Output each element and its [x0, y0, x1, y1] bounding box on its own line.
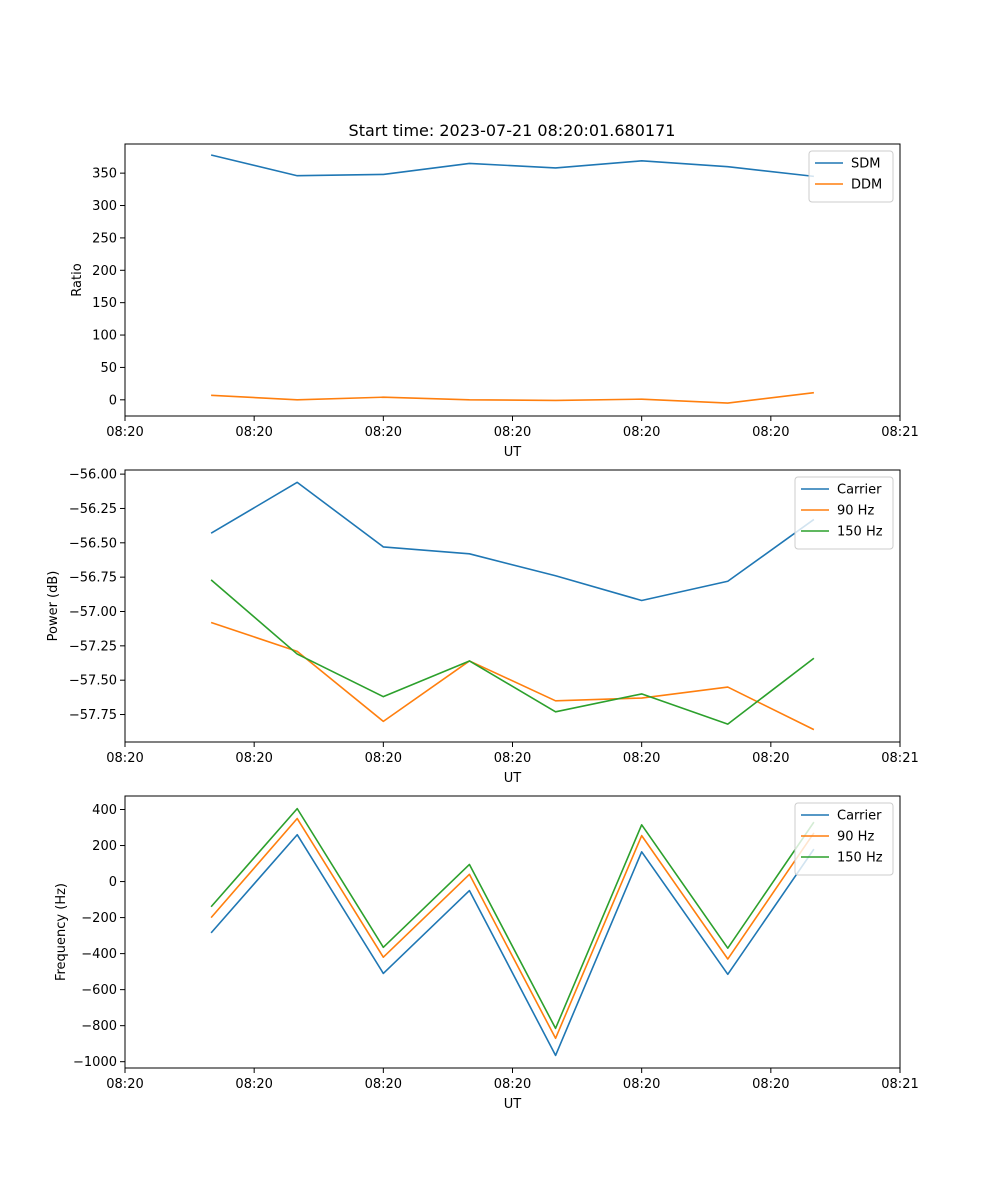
x-axis-label: UT	[504, 445, 522, 460]
x-tick-label: 08:20	[623, 1077, 660, 1092]
panel-3: 08:20 08:20 08:20 08:20 08:20 08:20 08:21 400 20…	[54, 795, 919, 1112]
y-tick-label: −57.75	[69, 708, 117, 723]
series-line-90-hz	[210, 621, 815, 731]
legend-label: 90 Hz	[837, 830, 874, 845]
legend-label: Carrier	[837, 483, 882, 498]
x-tick-label: 08:20	[235, 751, 272, 766]
x-tick-label: 08:20	[365, 1077, 402, 1092]
series-line-carrier	[210, 833, 815, 1057]
x-tick-label: 08:20	[623, 425, 660, 440]
x-tick-label: 08:20	[365, 425, 402, 440]
y-tick-label: 100	[92, 329, 117, 344]
panels: 08:20 08:20 08:20 08:20 08:20 08:20 08:21 0 50 10…	[46, 143, 919, 1112]
legend-label: 150 Hz	[837, 851, 883, 866]
figure-title: Start time: 2023-07-21 08:20:01.680171	[349, 121, 676, 140]
y-tick-label: 250	[92, 231, 117, 246]
panel-1: 08:20 08:20 08:20 08:20 08:20 08:20 08:21 0 50 10…	[70, 143, 919, 460]
x-axis-label: UT	[504, 771, 522, 786]
x-tick-label: 08:20	[106, 751, 143, 766]
legend-label: 150 Hz	[837, 525, 883, 540]
x-tick-label: 08:20	[106, 425, 143, 440]
y-tick-label: −57.25	[69, 639, 117, 654]
x-tick-label: 08:20	[106, 1077, 143, 1092]
series-line-150-hz	[210, 807, 815, 1030]
y-tick-label: −56.00	[69, 468, 117, 483]
legend-label: 90 Hz	[837, 504, 874, 519]
x-tick-label: 08:20	[623, 751, 660, 766]
y-tick-label: 0	[109, 875, 117, 890]
x-tick-label: 08:20	[752, 1077, 789, 1092]
y-tick-label: 150	[92, 296, 117, 311]
y-tick-label: 350	[92, 167, 117, 182]
y-tick-label: −800	[81, 1019, 117, 1034]
series-line-carrier	[210, 481, 815, 602]
y-tick-label: −200	[81, 911, 117, 926]
series-line-150-hz	[210, 579, 815, 725]
y-tick-label: 300	[92, 199, 117, 214]
y-tick-label: −56.25	[69, 502, 117, 517]
legend: Carrier 90 Hz 150 Hz	[794, 802, 894, 876]
legend-label: SDM	[851, 157, 880, 172]
x-tick-label: 08:20	[494, 751, 531, 766]
y-tick-label: 200	[92, 264, 117, 279]
legend: SDM DDM	[808, 150, 894, 203]
y-tick-label: −57.50	[69, 674, 117, 689]
x-tick-label: 08:20	[494, 425, 531, 440]
y-tick-label: 200	[92, 839, 117, 854]
y-axis-label: Frequency (Hz)	[54, 883, 69, 981]
x-tick-label: 08:21	[881, 1077, 918, 1092]
series-line-sdm	[210, 154, 814, 178]
series-line-ddm	[211, 391, 814, 404]
y-tick-label: −56.50	[69, 536, 117, 551]
x-tick-label: 08:21	[881, 751, 918, 766]
y-tick-label: −57.00	[69, 605, 117, 620]
y-tick-label: −56.75	[69, 571, 117, 586]
y-tick-label: 400	[92, 803, 117, 818]
y-tick-label: −1000	[73, 1055, 117, 1070]
y-tick-label: −400	[81, 947, 117, 962]
panel-2: 08:20 08:20 08:20 08:20 08:20 08:20 08:21 −56.0…	[46, 468, 919, 786]
x-tick-label: 08:20	[235, 1077, 272, 1092]
y-tick-label: −600	[81, 983, 117, 998]
x-tick-label: 08:20	[235, 425, 272, 440]
legend-label: Carrier	[837, 809, 882, 824]
x-tick-label: 08:20	[365, 751, 402, 766]
x-axis-label: UT	[504, 1097, 522, 1112]
series-line-90-hz	[210, 817, 815, 1040]
y-tick-label: 50	[100, 361, 117, 376]
x-tick-label: 08:21	[881, 425, 918, 440]
y-axis-label: Power (dB)	[46, 571, 61, 642]
x-tick-label: 08:20	[752, 751, 789, 766]
y-tick-label: 0	[109, 393, 117, 408]
legend: Carrier 90 Hz 150 Hz	[794, 476, 894, 550]
y-axis-label: Ratio	[70, 263, 85, 296]
x-tick-label: 08:20	[494, 1077, 531, 1092]
legend-label: DDM	[851, 178, 882, 193]
x-tick-label: 08:20	[752, 425, 789, 440]
